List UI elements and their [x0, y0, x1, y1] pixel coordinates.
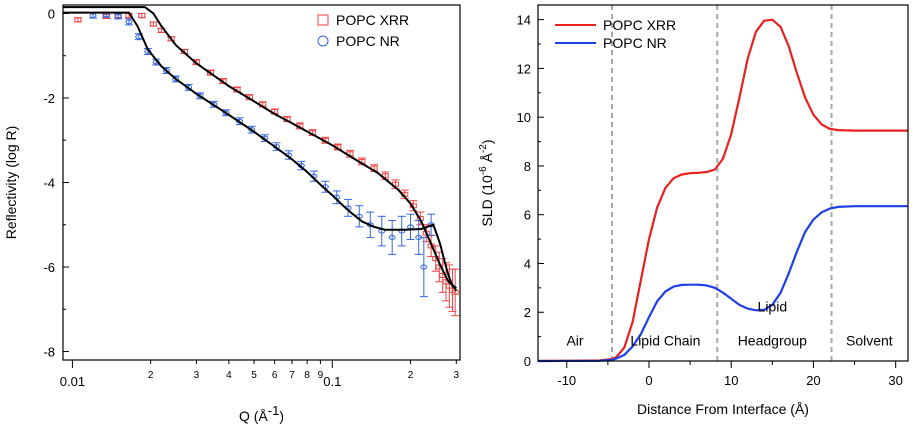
region-label: Headgroup — [738, 332, 807, 348]
x-minor-tick-label: 9 — [318, 370, 324, 381]
sld-axes: -10 0 10 20 30 0 2 4 6 8 10 12 14 — [517, 13, 903, 388]
circle-marker — [196, 93, 204, 99]
circle-marker — [162, 68, 170, 74]
sld-profile-line — [537, 205, 908, 363]
circle-marker — [114, 13, 122, 19]
square-marker — [167, 36, 175, 42]
legend-label-xrr: POPC XRR — [336, 12, 409, 28]
sld-y-axis-title: SLD (10-6 Å-2) — [478, 139, 495, 226]
nr-data-point — [124, 18, 133, 26]
sld-x-axis-title: Distance From Interface (Å) — [637, 401, 809, 417]
square-marker — [149, 21, 157, 27]
xrr-data-point — [137, 12, 146, 19]
square-marker — [207, 70, 215, 76]
reflectivity-chart: 0 -2 -4 -6 -8 0.01 0.1 2 3 4 5 6 7 8 9 2 3 Q (Å-1) Refle… — [3, 4, 461, 424]
legend-label-xrr-sld: POPC XRR — [603, 17, 676, 33]
x-tick-label: 0 — [645, 373, 652, 388]
xrr-data-point — [73, 17, 82, 23]
circle-marker — [420, 264, 428, 270]
y-tick-label: -6 — [43, 260, 55, 275]
x-minor-tick-label: 4 — [226, 370, 232, 381]
circle-marker — [248, 127, 256, 133]
x-tick-label: 20 — [806, 373, 820, 388]
xrr-data-point — [451, 268, 460, 317]
sld-plot-frame — [537, 4, 909, 362]
sld-y-title-mid: Å — [479, 152, 495, 166]
legend-label-nr-sld: POPC NR — [603, 35, 667, 51]
nr-data-point — [114, 13, 123, 20]
region-label: Air — [566, 332, 583, 348]
circle-marker — [125, 19, 133, 25]
reflectivity-x-title-close: ) — [279, 408, 284, 424]
reflectivity-x-axis-title: Q (Å-1) — [239, 403, 284, 424]
legend-circle-marker-icon — [317, 35, 329, 47]
xrr-data-point — [149, 21, 158, 27]
legend-square-marker-icon — [317, 14, 329, 26]
legend-label-nr: POPC NR — [336, 33, 400, 49]
sld-y-title-sup2: -2 — [478, 144, 489, 153]
x-tick-label: 30 — [888, 373, 902, 388]
x-minor-tick-label: 6 — [272, 370, 278, 381]
sld-y-title-pre: SLD (10 — [479, 175, 495, 227]
reflectivity-plot-frame — [62, 4, 461, 361]
reflectivity-data-layer — [63, 6, 460, 317]
x-minor-tick-label: 7 — [289, 370, 295, 381]
x-minor-tick-label: 2 — [148, 370, 154, 381]
x-minor-tick-label: 3 — [454, 370, 460, 381]
x-tick-label: 10 — [724, 373, 738, 388]
sld-profile-chart: -10 0 10 20 30 0 2 4 6 8 10 12 14 Distance From Inte… — [478, 4, 909, 417]
circle-marker — [222, 110, 230, 116]
x-minor-tick-label: 3 — [194, 370, 200, 381]
y-tick-label: 14 — [517, 13, 531, 28]
nr-data-point — [88, 12, 97, 19]
circle-marker — [388, 234, 396, 240]
y-tick-label: 12 — [517, 61, 531, 76]
y-tick-label: 0 — [524, 354, 531, 369]
square-marker — [74, 17, 82, 23]
circle-marker — [172, 76, 180, 82]
x-major-tick-label: 0.1 — [323, 374, 341, 389]
y-tick-label: 8 — [524, 159, 531, 174]
x-minor-tick-label: 5 — [251, 370, 257, 381]
sld-profile-line — [537, 18, 908, 363]
reflectivity-legend: POPC XRR POPC NR — [317, 12, 409, 49]
sld-data-layer — [537, 18, 908, 363]
y-tick-label: 4 — [524, 256, 531, 271]
region-label: Solvent — [846, 332, 893, 348]
x-minor-tick-label: 2 — [408, 370, 414, 381]
sld-y-title-sup1: -6 — [478, 166, 489, 175]
region-label: Lipid — [758, 298, 788, 314]
y-tick-label: -8 — [43, 345, 55, 360]
reflectivity-y-axis-title: Reflectivity (log R) — [3, 126, 19, 240]
nr-data-point — [397, 215, 406, 247]
sld-y-title-close: ) — [479, 139, 495, 144]
region-dividers — [611, 5, 833, 361]
xrr-data-point — [438, 258, 447, 293]
reflectivity-x-title-text: Q (Å — [239, 408, 268, 424]
nr-data-point — [377, 215, 386, 247]
x-major-tick-label: 0.01 — [60, 374, 85, 389]
y-tick-label: -4 — [43, 176, 55, 191]
xrr-data-point — [431, 245, 440, 272]
nr-data-point — [406, 213, 415, 241]
region-labels: Air Lipid Chain Lipid Headgroup Solvent — [566, 298, 892, 348]
y-tick-label: 10 — [517, 110, 531, 125]
nr-data-point — [419, 236, 428, 298]
y-tick-label: -2 — [43, 91, 55, 106]
y-tick-label: 2 — [524, 305, 531, 320]
fit-curve — [63, 11, 458, 291]
y-tick-label: 6 — [524, 208, 531, 223]
reflectivity-axes: 0 -2 -4 -6 -8 0.01 0.1 2 3 4 5 6 7 8 9 2 3 — [43, 6, 459, 389]
x-tick-label: -10 — [557, 373, 576, 388]
reflectivity-x-title-sup: -1 — [268, 403, 280, 418]
x-minor-tick-label: 8 — [304, 370, 310, 381]
nr-data-point — [388, 220, 397, 255]
y-tick-label: 0 — [48, 6, 55, 21]
region-label: Lipid Chain — [630, 332, 700, 348]
square-marker — [138, 13, 146, 19]
sld-legend: POPC XRR POPC NR — [555, 17, 676, 51]
fit-curve — [63, 6, 457, 289]
